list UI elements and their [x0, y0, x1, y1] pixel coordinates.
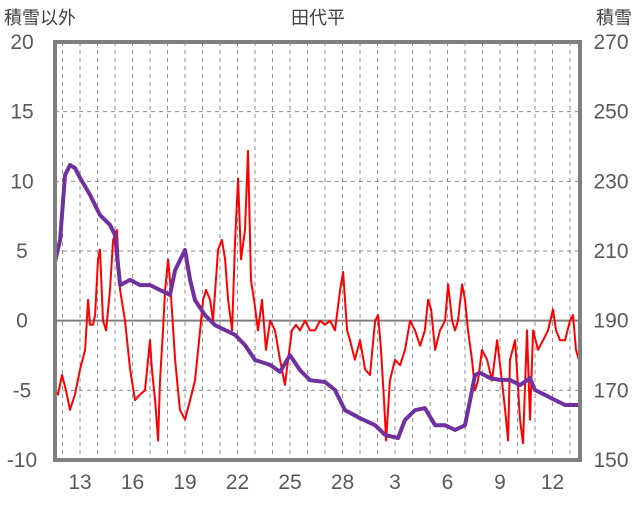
right-tick-label: 210	[593, 240, 628, 263]
right-tick-label: 230	[593, 170, 628, 193]
right-axis-label: 積雪	[596, 8, 632, 28]
right-tick-label: 190	[593, 310, 628, 333]
left-tick-label: 10	[10, 170, 33, 193]
x-tick-label: 28	[331, 471, 354, 494]
tick-labels: 20 15 10 5 0 -5 -10 270 250 230 210 190 170 150 13 16 19…	[7, 31, 629, 494]
x-tick-label: 9	[494, 471, 506, 494]
right-tick-label: 170	[593, 379, 628, 402]
x-tick-label: 12	[541, 471, 564, 494]
left-tick-label: 15	[10, 101, 33, 124]
x-tick-label: 16	[121, 471, 144, 494]
series-lines	[53, 149, 580, 445]
left-tick-label: 5	[16, 240, 28, 263]
x-tick-label: 13	[68, 471, 91, 494]
x-tick-label: 3	[389, 471, 401, 494]
left-axis-label: 積雪以外	[4, 8, 76, 28]
right-tick-label: 250	[593, 101, 628, 124]
left-tick-label: 20	[10, 31, 33, 54]
right-tick-label: 270	[593, 31, 628, 54]
series-line-other	[54, 149, 580, 445]
x-tick-label: 19	[173, 471, 196, 494]
chart-title: 田代平	[291, 8, 345, 28]
x-tick-label: 22	[226, 471, 249, 494]
right-tick-label: 150	[593, 449, 628, 472]
plot-frame	[53, 40, 582, 462]
series-line-snow-depth	[53, 163, 580, 441]
x-tick-label: 6	[442, 471, 454, 494]
x-tick-label: 25	[278, 471, 301, 494]
left-tick-label: -10	[7, 449, 37, 472]
left-tick-label: 0	[16, 310, 28, 333]
left-tick-label: -5	[13, 379, 32, 402]
